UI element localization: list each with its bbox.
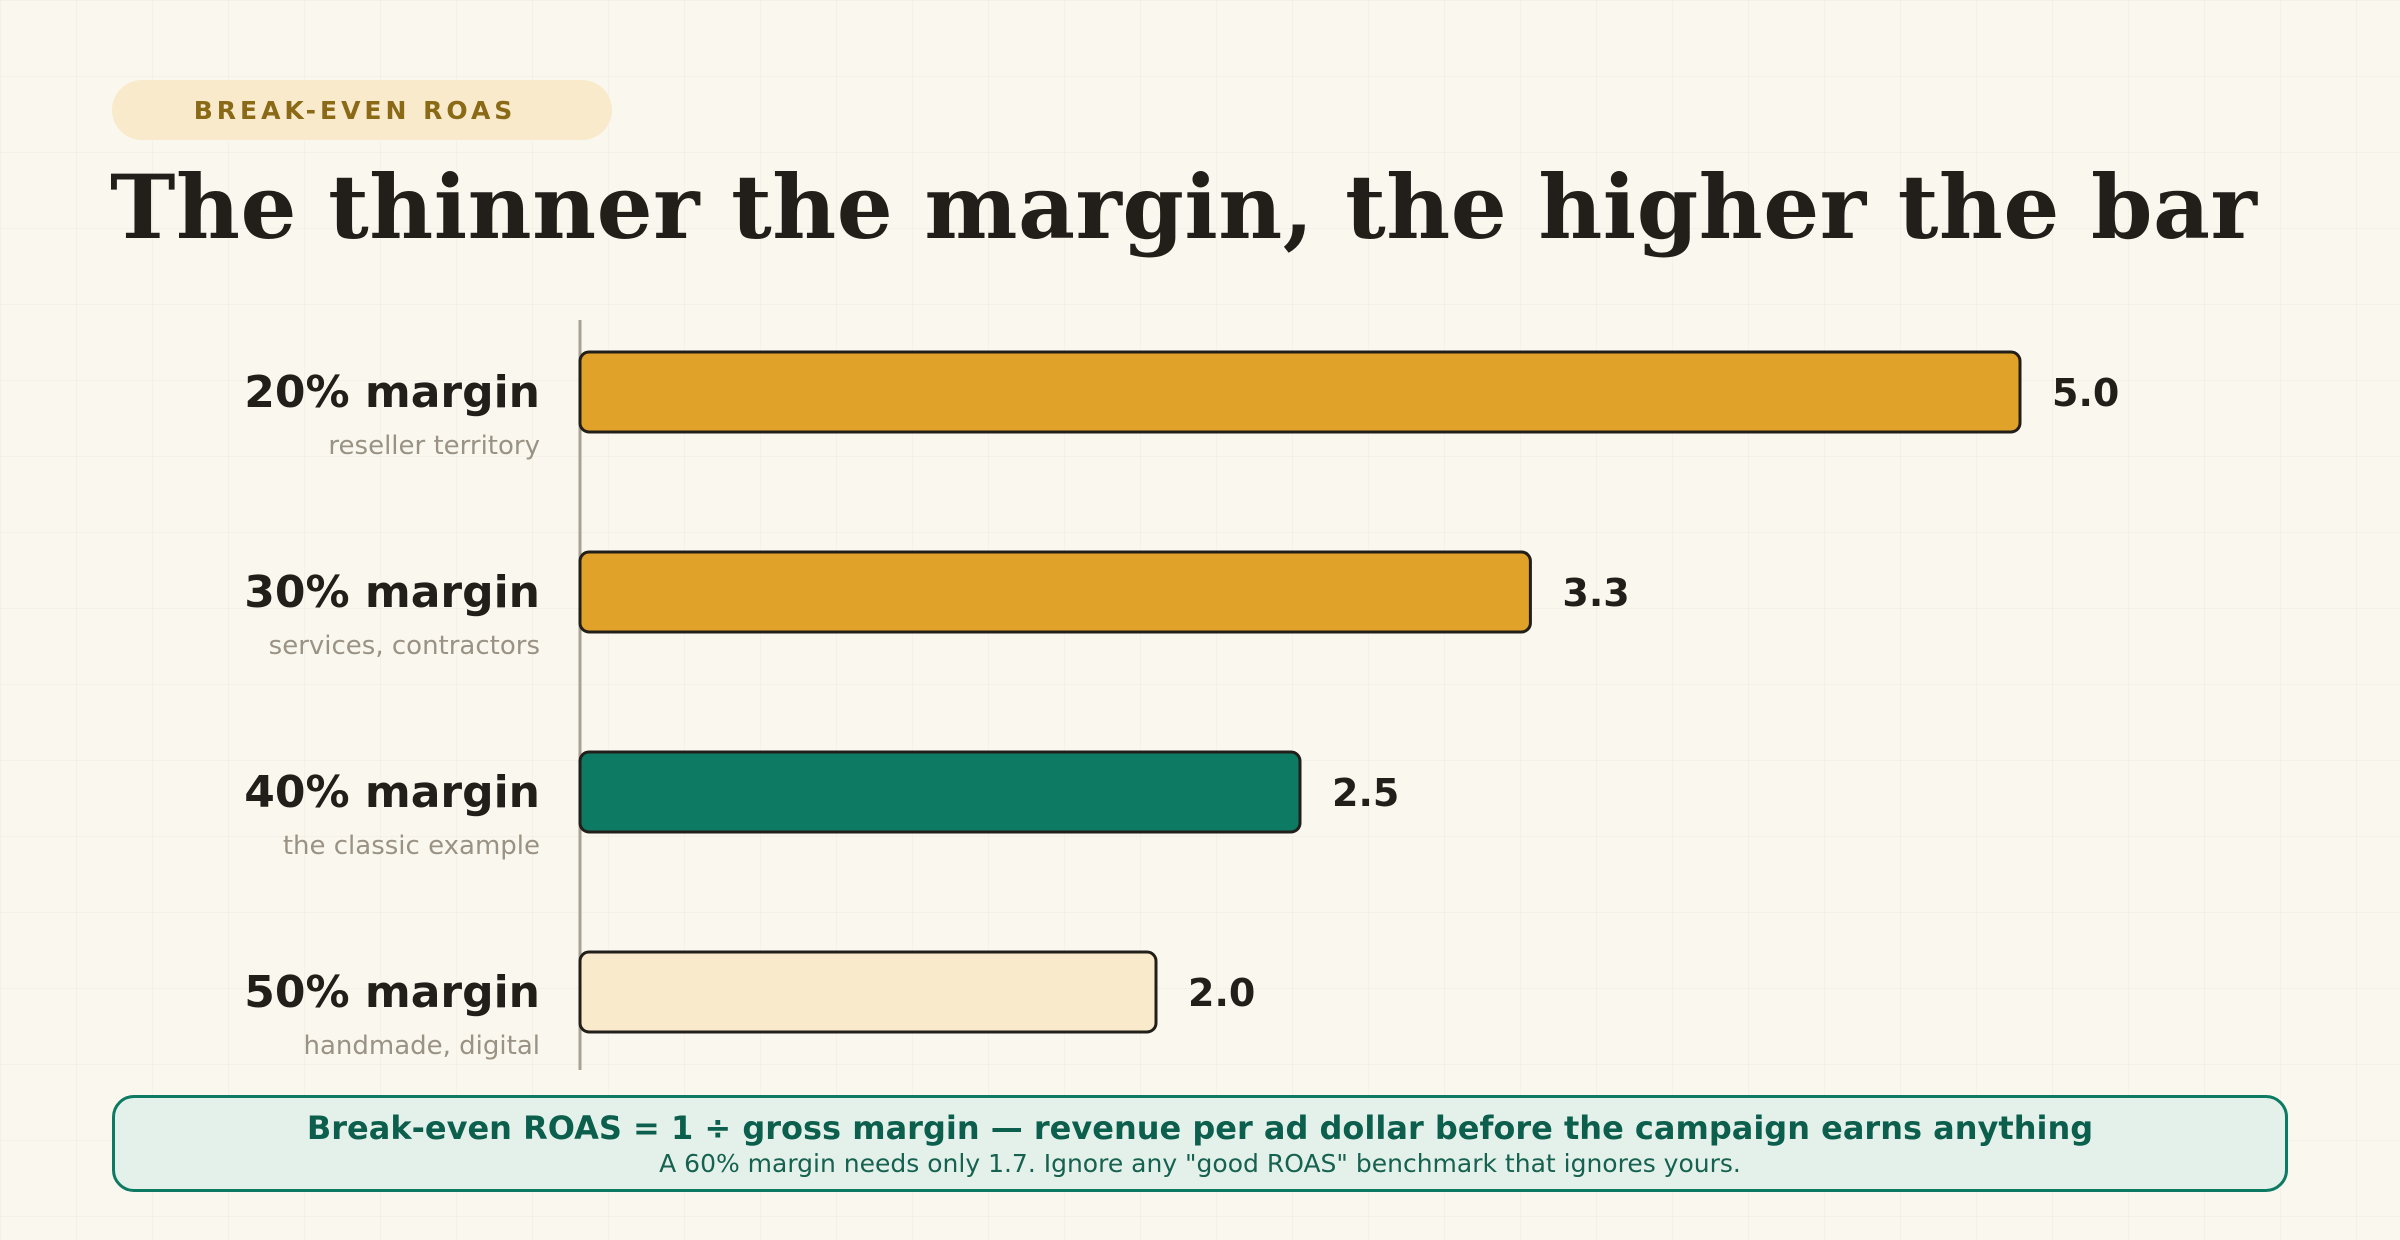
value-label: 5.0 <box>2052 371 2119 415</box>
bar-50-margin <box>578 950 1158 1034</box>
category-label: 20% margin <box>244 367 540 418</box>
bar-20-margin <box>578 350 2022 434</box>
category-sublabel: reseller territory <box>328 431 540 461</box>
value-label: 3.3 <box>1562 571 1629 615</box>
value-label: 2.5 <box>1332 771 1399 815</box>
category-label: 30% margin <box>244 567 540 618</box>
bar-40-margin <box>578 750 1302 834</box>
page-title: The thinner the margin, the higher the b… <box>110 155 2258 259</box>
bar-30-margin <box>578 550 1532 634</box>
category-label: 40% margin <box>244 767 540 818</box>
category-sublabel: services, contractors <box>269 631 540 661</box>
category-label: 50% margin <box>244 967 540 1018</box>
callout-note: A 60% margin needs only 1.7. Ignore any … <box>659 1149 1741 1178</box>
callout-formula: Break-even ROAS = 1 ÷ gross margin — rev… <box>306 1109 2094 1147</box>
section-badge: BREAK-EVEN ROAS <box>112 80 612 140</box>
formula-callout: Break-even ROAS = 1 ÷ gross margin — rev… <box>112 1095 2288 1192</box>
category-sublabel: handmade, digital <box>304 1031 541 1061</box>
bar-chart: 20% margin reseller territory 5.0 30% margi… <box>244 320 2119 1070</box>
category-sublabel: the classic example <box>283 831 540 861</box>
value-label: 2.0 <box>1188 971 1255 1015</box>
